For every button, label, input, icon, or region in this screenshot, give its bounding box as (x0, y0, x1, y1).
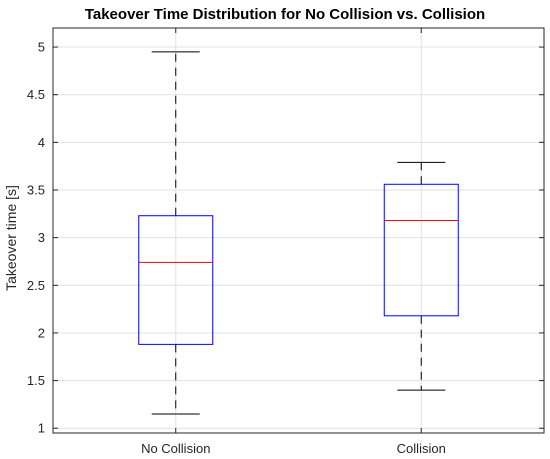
y-axis-label: Takeover time [s] (3, 185, 19, 291)
y-tick-label: 5 (38, 40, 45, 55)
plot-frame (52, 27, 545, 434)
y-tick-label: 1.5 (27, 373, 45, 388)
y-axis-ticks: 1 1.5 2 2.5 3 3.5 4 4.5 5 (27, 40, 544, 436)
y-tick-label: 2 (38, 325, 45, 340)
y-tick-label: 1 (38, 421, 45, 436)
x-tick-label: Collision (397, 441, 446, 456)
iqr-box (383, 183, 459, 317)
x-tick-label: No Collision (141, 441, 210, 456)
chart-title: Takeover Time Distribution for No Collis… (85, 6, 485, 23)
box-series (138, 51, 459, 415)
y-tick-label: 3 (38, 230, 45, 245)
grid-lines (53, 28, 544, 433)
x-axis-ticks: No Collision Collision (141, 28, 446, 456)
y-tick-label: 3.5 (27, 183, 45, 198)
y-tick-label: 4.5 (27, 87, 45, 102)
y-tick-label: 2.5 (27, 278, 45, 293)
box-collision (383, 161, 459, 391)
iqr-box (138, 215, 214, 345)
y-tick-label: 4 (38, 135, 45, 150)
box-no-collision (138, 51, 214, 415)
